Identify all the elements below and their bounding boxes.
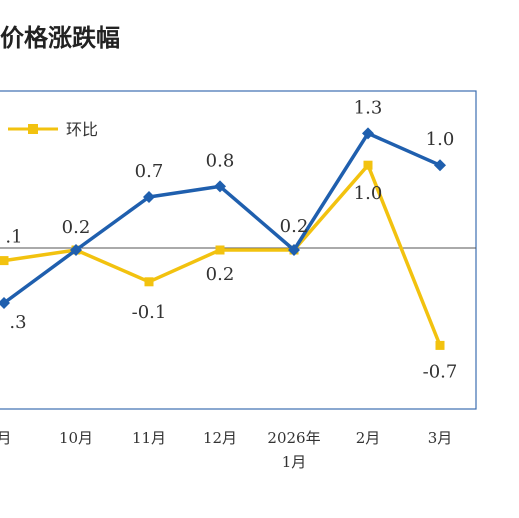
x-tick-label: 月 <box>0 429 12 447</box>
series-area <box>0 127 446 350</box>
data-point-yoy <box>143 191 155 203</box>
x-axis-ticks: 月 10月 11月 12月 2026年 1月 2月 3月 <box>0 429 452 471</box>
data-point-yoy <box>0 297 10 309</box>
data-label-mom: -0.7 <box>423 361 458 382</box>
x-tick-label: 3月 <box>428 429 453 447</box>
data-labels: .3 0.7 0.8 1.3 1.0 .1 0.2 -0.1 0.2 0.2 1.0 -0.7 <box>5 97 457 382</box>
legend: 环比 <box>8 120 98 139</box>
x-tick-label: 12月 <box>203 429 237 447</box>
data-point-mom <box>215 245 225 255</box>
x-tick-label: 1月 <box>282 453 307 471</box>
data-point-mom <box>144 277 154 287</box>
data-point-yoy <box>70 244 82 256</box>
data-label-yoy: 1.0 <box>426 129 455 150</box>
data-label-yoy: .3 <box>9 312 26 333</box>
data-label-mom: .1 <box>5 227 22 248</box>
data-point-yoy <box>362 127 374 140</box>
x-tick-label: 2026年 <box>267 429 320 447</box>
legend-label-mom: 环比 <box>66 120 98 139</box>
data-label-mom: 0.2 <box>206 264 235 285</box>
data-label-mom: 1.0 <box>354 183 383 204</box>
x-tick-label: 11月 <box>132 429 166 447</box>
data-point-mom <box>435 340 445 350</box>
data-label-yoy: 0.8 <box>206 150 235 171</box>
data-point-yoy <box>288 244 300 256</box>
data-point-mom <box>363 160 373 170</box>
data-label-mom: -0.1 <box>132 302 167 323</box>
x-tick-label: 10月 <box>59 429 93 447</box>
legend-marker-mom <box>28 124 38 134</box>
data-label-mom: 0.2 <box>280 216 309 237</box>
chart-title: 价格涨跌幅 <box>0 24 120 52</box>
data-point-yoy <box>434 159 446 172</box>
data-label-yoy: 1.3 <box>354 97 383 118</box>
x-tick-label: 2月 <box>356 429 381 447</box>
data-label-mom: 0.2 <box>62 217 91 238</box>
data-point-mom <box>0 256 9 266</box>
plot-frame <box>0 90 477 410</box>
data-point-yoy <box>214 180 226 193</box>
data-label-yoy: 0.7 <box>135 161 164 182</box>
